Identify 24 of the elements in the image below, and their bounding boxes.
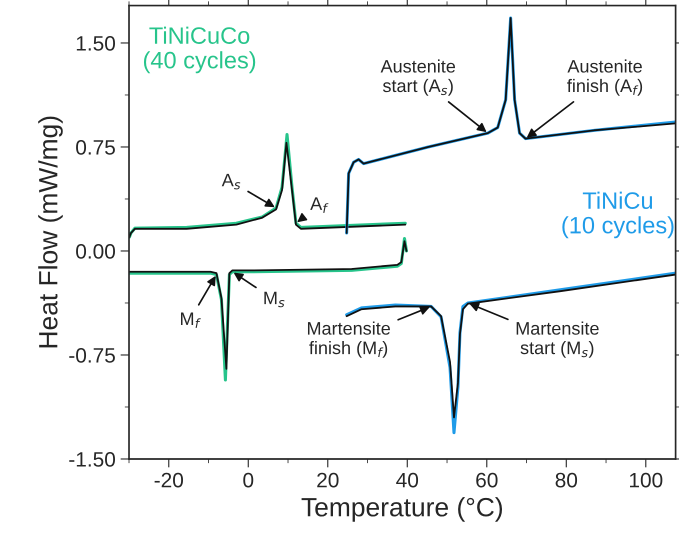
annotation: A$_{f}$ [310, 197, 328, 213]
y-axis-title: Heat Flow (mW/mg) [38, 116, 63, 348]
annotation: M$_{s}$ [264, 292, 284, 308]
annotation: Martensite start (M$_{s}$) [516, 322, 599, 358]
y-tick-label: -0.75 [69, 348, 115, 363]
x-tick-label: 0 [243, 472, 254, 488]
x-tick-label: 20 [317, 472, 339, 488]
series-label: TiNiCu (10 cycles) [562, 192, 674, 238]
annotation: A$_{s}$ [222, 174, 240, 190]
y-tick-label: 1.50 [76, 36, 116, 51]
x-tick-label: -20 [154, 472, 184, 488]
x-tick-label: 80 [556, 472, 578, 488]
x-tick-label: 100 [630, 472, 662, 488]
text: TiNiCuCo (40 cycles) [144, 26, 256, 74]
annotation: Austenite finish (A$_{f}$) [567, 59, 642, 96]
y-tick-label: 0.00 [76, 244, 116, 259]
annotation: M$_{f}$ [181, 312, 201, 328]
y-tick-label: 0.75 [76, 140, 115, 155]
annotation: Austenite start (A$_{s}$) [380, 59, 456, 96]
annotation: Martensite finish (M$_{f}$) [308, 322, 390, 358]
x-axis-title: Temperature (°C) [302, 497, 502, 522]
x-tick-label: 40 [396, 472, 418, 488]
x-tick-label: 60 [476, 472, 498, 488]
y-tick-label: -1.50 [69, 452, 116, 467]
